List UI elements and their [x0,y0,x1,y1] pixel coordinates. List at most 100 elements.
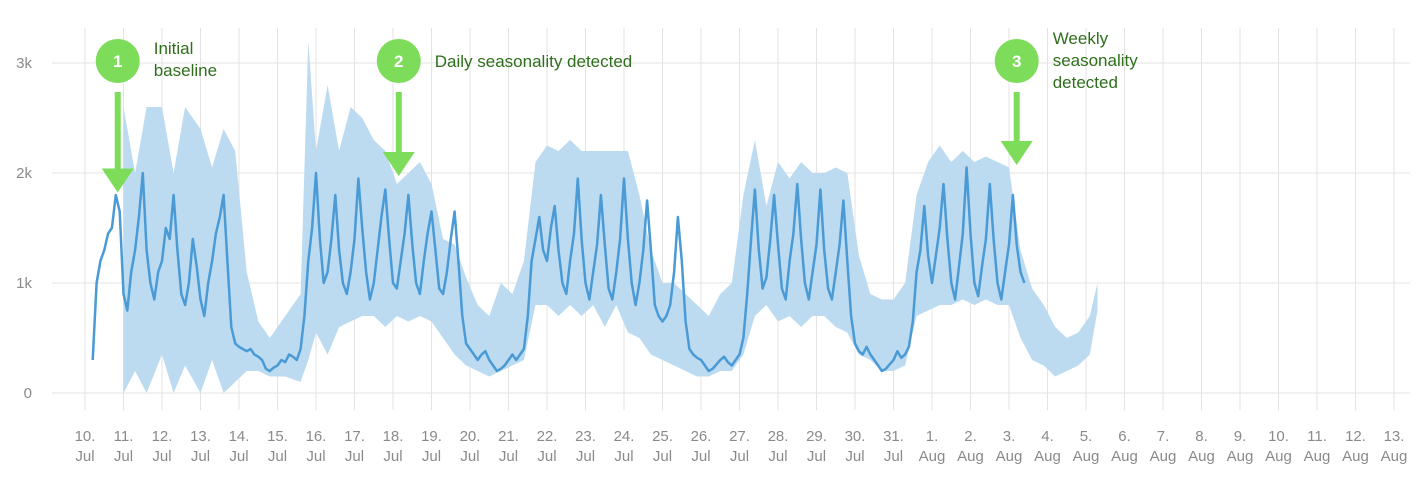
annotation-arrow-head [382,152,415,176]
x-tick-month: Jul [422,448,441,465]
annotation-3: 3 Weekly seasonality detected [994,29,1139,165]
annotation-label: Daily seasonality detected [435,52,633,71]
x-tick-month: Jul [114,448,133,465]
x-tick-month: Jul [730,448,749,465]
x-tick-month: Jul [537,448,556,465]
y-tick-label: 0 [24,385,32,402]
annotation-1: 1 Initial baseline [95,39,217,193]
forecast-band [123,41,1098,393]
x-tick-month: Aug [1034,448,1061,465]
x-tick-day: 23. [575,428,596,445]
annotation-label: Initial [154,39,194,58]
x-tick-day: 20. [460,428,481,445]
annotation-arrow-head [101,168,134,193]
x-tick-month: Aug [1304,448,1331,465]
x-tick-month: Aug [996,448,1023,465]
x-tick-day: 16. [306,428,327,445]
x-tick-day: 10. [1268,428,1289,445]
y-tick-label: 1k [16,275,32,292]
x-tick-month: Jul [768,448,787,465]
annotation-number: 1 [113,52,122,71]
x-tick-day: 8. [1195,428,1208,445]
annotation-marker [95,39,140,83]
x-tick-month: Aug [1227,448,1254,465]
x-tick-month: Aug [957,448,984,465]
x-tick-day: 3. [1003,428,1016,445]
x-tick-month: Jul [614,448,633,465]
annotation-marker [994,39,1039,83]
y-axis: 0 1k 2k 3k [16,55,32,402]
x-tick-day: 31. [883,428,904,445]
x-tick-day: 13. [190,428,211,445]
x-tick-day: 29. [806,428,827,445]
x-tick-day: 24. [614,428,635,445]
x-tick-month: Jul [460,448,479,465]
x-tick-month: Jul [845,448,864,465]
x-tick-day: 9. [1234,428,1247,445]
annotation-label: baseline [154,61,217,80]
x-tick-day: 30. [845,428,866,445]
x-tick-month: Jul [383,448,402,465]
x-tick-day: 11. [1307,428,1327,445]
x-tick-month: Aug [919,448,946,465]
x-tick-day: 27. [729,428,750,445]
x-tick-month: Aug [1188,448,1215,465]
annotation-number: 2 [394,52,403,71]
annotation-2: 2 Daily seasonality detected [376,39,633,176]
annotation-label: detected [1053,73,1118,92]
x-tick-month: Jul [306,448,325,465]
x-tick-month: Aug [1150,448,1177,465]
annotation-marker [376,39,421,83]
annotation-number: 3 [1012,52,1021,71]
x-tick-day: 17. [344,428,365,445]
x-tick-day: 21. [498,428,519,445]
x-tick-month: Aug [1073,448,1100,465]
x-tick-day: 14. [229,428,250,445]
x-axis: 10. Jul 11. Jul 12. Jul 13. Jul 14. Jul 15. Jul 16. J… [75,428,1408,465]
x-tick-month: Jul [345,448,364,465]
x-tick-month: Jul [191,448,210,465]
x-tick-day: 28. [768,428,789,445]
x-tick-month: Jul [807,448,826,465]
x-tick-month: Jul [152,448,171,465]
x-tick-month: Jul [576,448,595,465]
x-tick-day: 4. [1041,428,1054,445]
x-tick-day: 22. [537,428,558,445]
x-tick-month: Jul [884,448,903,465]
annotation-arrow-shaft [114,92,121,171]
x-tick-month: Jul [499,448,518,465]
x-tick-month: Jul [75,448,94,465]
series-line-path [91,166,1026,373]
x-tick-day: 7. [1157,428,1170,445]
x-tick-day: 18. [383,428,404,445]
forecast-band-area [123,41,1098,393]
series-line [91,166,1026,373]
y-tick-label: 3k [16,55,32,72]
annotation-arrow-shaft [1013,92,1020,143]
x-tick-day: 1. [926,428,939,445]
x-tick-month: Jul [268,448,287,465]
x-tick-month: Jul [691,448,710,465]
annotation-label: seasonality [1053,51,1139,70]
annotation-label: Weekly [1053,29,1109,48]
x-tick-day: 19. [421,428,442,445]
annotations: 1 Initial baseline 2 Daily seasonality detec… [95,29,1139,193]
x-tick-day: 25. [652,428,673,445]
x-tick-month: Aug [1265,448,1292,465]
x-tick-month: Jul [229,448,248,465]
x-tick-day: 12. [152,428,173,445]
x-tick-month: Jul [653,448,672,465]
x-tick-day: 26. [691,428,712,445]
x-tick-day: 12. [1345,428,1366,445]
x-tick-month: Aug [1111,448,1138,465]
x-tick-day: 11. [114,428,134,445]
x-tick-day: 15. [267,428,288,445]
annotation-arrow-shaft [395,92,402,154]
x-tick-month: Aug [1381,448,1408,465]
x-tick-month: Aug [1342,448,1369,465]
x-tick-day: 2. [964,428,977,445]
y-tick-label: 2k [16,165,32,182]
x-tick-day: 5. [1080,428,1093,445]
